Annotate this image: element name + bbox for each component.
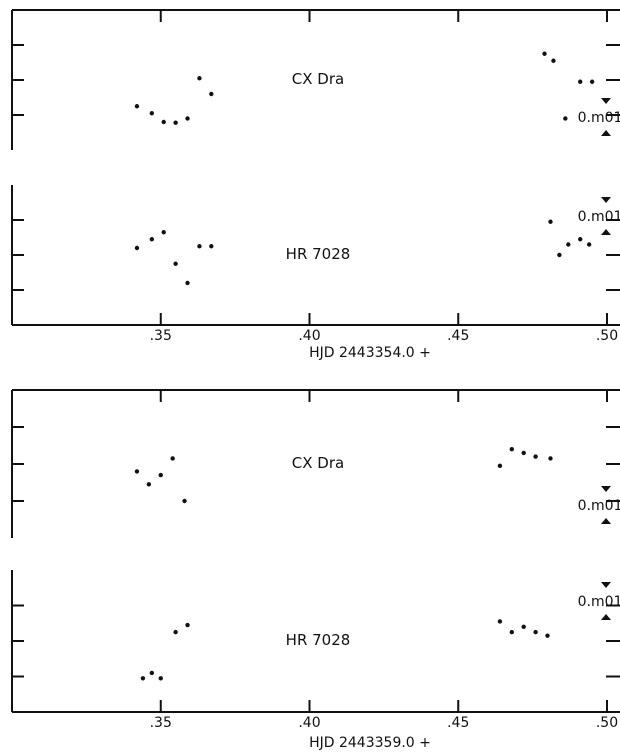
x-tick-label: .35 xyxy=(150,715,172,731)
data-point xyxy=(589,79,595,84)
data-point xyxy=(545,633,550,638)
series-label: CX Dra xyxy=(292,70,344,88)
data-point xyxy=(134,469,140,474)
data-point xyxy=(134,104,140,109)
scale-bar-label: 0.m01 xyxy=(578,209,620,225)
x-axis-label: HJD 2443359.0 + xyxy=(309,735,431,751)
x-tick-label: .45 xyxy=(447,715,469,731)
scale-bar-bottom-arrow xyxy=(601,518,611,524)
data-point xyxy=(185,280,190,286)
data-point xyxy=(533,454,538,459)
data-point xyxy=(542,51,547,56)
data-point xyxy=(521,624,526,629)
data-point xyxy=(566,242,571,247)
data-point xyxy=(173,629,178,635)
data-point xyxy=(497,619,503,624)
data-point xyxy=(548,219,553,224)
data-point xyxy=(158,676,163,681)
data-point xyxy=(557,252,562,258)
series-label: CX Dra xyxy=(292,454,344,472)
data-point xyxy=(149,111,155,116)
data-point xyxy=(161,230,166,235)
data-point xyxy=(140,676,146,681)
data-point xyxy=(521,450,526,456)
data-point xyxy=(197,76,202,81)
data-point xyxy=(551,58,556,63)
data-point xyxy=(134,245,140,251)
data-point xyxy=(173,120,178,125)
panel-top: .35 .40 .45 .50 HJD 2443354.0 + CX Dra 0.m01 HR… xyxy=(11,9,620,361)
scale-bar-bottom-arrow xyxy=(601,614,611,620)
scale-bar-label: 0.m01 xyxy=(578,498,620,514)
data-point xyxy=(563,116,568,121)
scale-bar-top-arrow xyxy=(601,582,611,588)
data-point xyxy=(578,237,583,242)
data-point xyxy=(497,463,503,469)
scale-bar-bottom-arrow xyxy=(601,130,611,136)
data-point xyxy=(185,116,190,121)
data-point xyxy=(209,244,214,249)
scale-bar-top-arrow xyxy=(601,98,611,104)
data-point xyxy=(149,237,155,242)
data-point xyxy=(578,79,583,84)
series-label: HR 7028 xyxy=(286,631,351,649)
data-point xyxy=(146,482,152,487)
x-tick-label: .40 xyxy=(298,715,320,731)
series-label: HR 7028 xyxy=(286,245,351,263)
scale-bar-top-arrow xyxy=(601,197,611,203)
data-point xyxy=(182,498,187,504)
data-point xyxy=(586,242,592,247)
panel-bottom: .35 .40 .45 .50 HJD 2443359.0 + CX Dra 0.m01 HR… xyxy=(11,389,620,751)
x-tick-label: .45 xyxy=(447,328,469,344)
data-point xyxy=(170,456,175,461)
data-point xyxy=(185,622,190,628)
data-point xyxy=(509,447,514,452)
x-tick-label: .50 xyxy=(596,328,618,344)
data-point xyxy=(158,472,163,478)
data-point xyxy=(548,456,553,461)
data-point xyxy=(197,244,202,249)
scale-bar-top-arrow xyxy=(601,486,611,492)
data-point xyxy=(209,91,214,97)
data-point xyxy=(161,119,166,125)
x-tick-label: .40 xyxy=(298,328,320,344)
x-tick-label: .50 xyxy=(596,715,618,731)
scale-bar-label: 0.m01 xyxy=(578,110,620,126)
data-point xyxy=(509,629,514,635)
scale-bar-bottom-arrow xyxy=(601,229,611,235)
data-point xyxy=(533,629,538,635)
scale-bar-label: 0.m01 xyxy=(578,594,620,610)
data-point xyxy=(149,670,155,676)
x-tick-label: .35 xyxy=(150,328,172,344)
x-axis-label: HJD 2443354.0 + xyxy=(309,345,431,361)
data-point xyxy=(173,261,178,266)
